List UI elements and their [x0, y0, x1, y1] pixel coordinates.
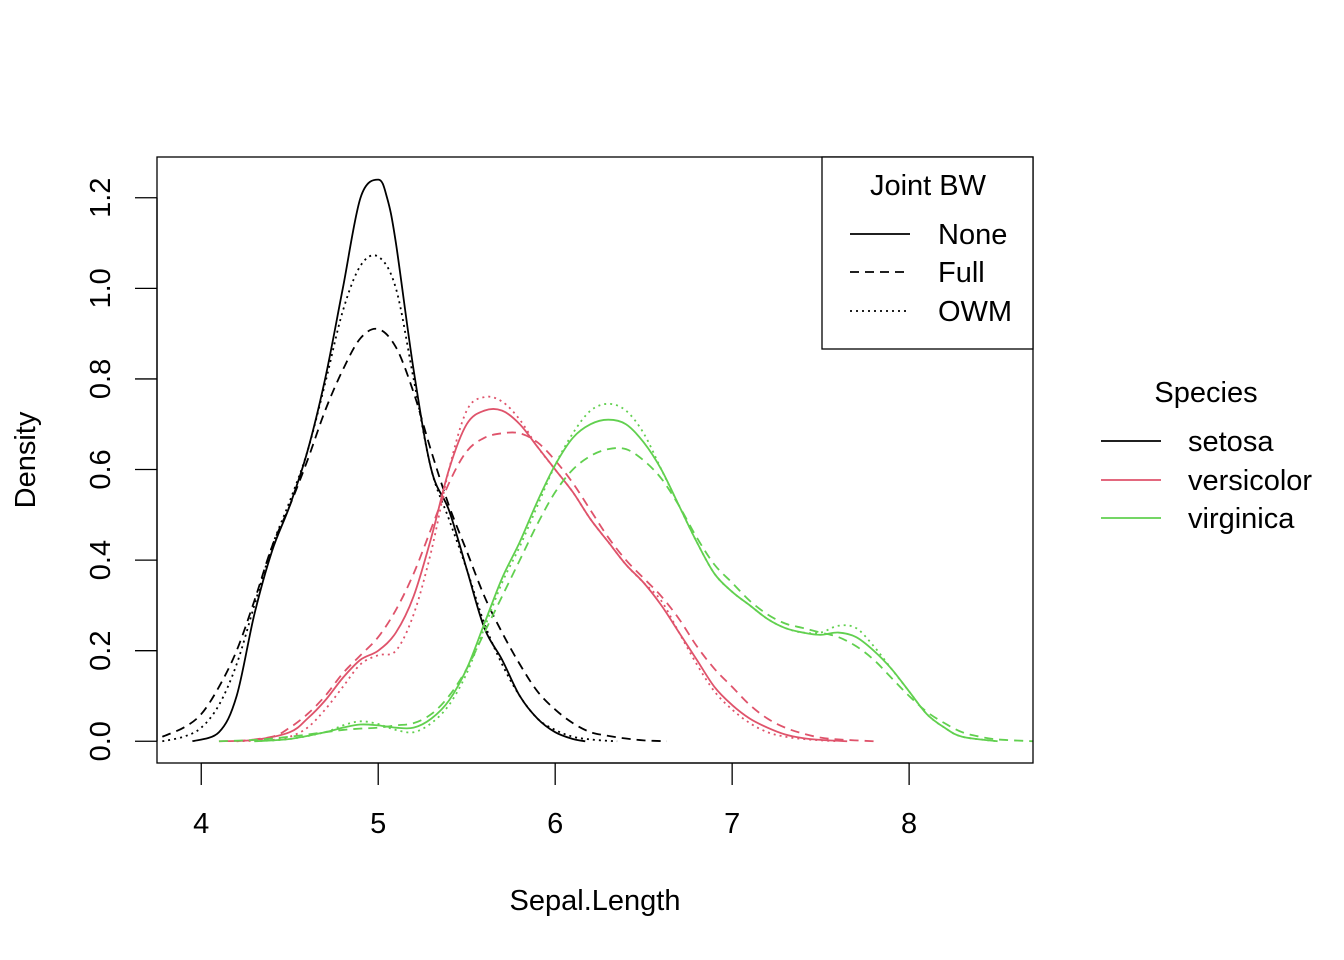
- y-tick-label: 0.0: [85, 721, 117, 761]
- density-line-setosa-full: [161, 327, 667, 743]
- x-axis: 4 5 6 7 8: [193, 762, 917, 840]
- legend-species: Species setosa versicolor virginica: [1101, 377, 1312, 535]
- legend-species-label-versicolor: versicolor: [1188, 465, 1312, 497]
- legend-bw-title: Joint BW: [870, 170, 987, 202]
- x-tick-label: 7: [724, 808, 740, 840]
- density-line-virginica-none: [254, 418, 998, 743]
- x-tick-label: 4: [193, 808, 209, 840]
- y-tick-label: 1.2: [85, 178, 117, 218]
- y-tick-label: 0.2: [85, 631, 117, 671]
- y-tick-label: 0.4: [85, 540, 117, 580]
- legend-species-title: Species: [1154, 377, 1257, 409]
- x-tick-label: 8: [901, 808, 917, 840]
- legend-species-label-virginica: virginica: [1188, 503, 1295, 535]
- legend-bw-box: [821, 156, 1034, 350]
- y-tick-label: 1.0: [85, 268, 117, 308]
- legend-bw: Joint BW None Full OWM: [821, 156, 1034, 350]
- x-tick-label: 5: [370, 808, 386, 840]
- legend-bw-label-owm: OWM: [938, 296, 1012, 328]
- density-line-setosa-owm: [162, 254, 618, 743]
- density-line-versicolor-full: [236, 431, 874, 743]
- density-line-virginica-owm: [254, 402, 998, 743]
- y-tick-label: 0.8: [85, 359, 117, 399]
- y-axis-label: Density: [10, 411, 42, 508]
- density-line-versicolor-owm: [236, 395, 839, 743]
- legend-species-label-setosa: setosa: [1188, 426, 1274, 458]
- y-tick-label: 0.6: [85, 449, 117, 489]
- legend-bw-label-full: Full: [938, 257, 985, 289]
- x-tick-label: 6: [547, 808, 563, 840]
- legend-bw-label-none: None: [938, 219, 1007, 251]
- density-line-virginica-full: [218, 447, 1033, 743]
- series-layer: [161, 178, 1033, 743]
- y-axis: 0.0 0.2 0.4 0.6 0.8 1.0 1.2: [85, 178, 158, 761]
- x-axis-label: Sepal.Length: [510, 885, 681, 917]
